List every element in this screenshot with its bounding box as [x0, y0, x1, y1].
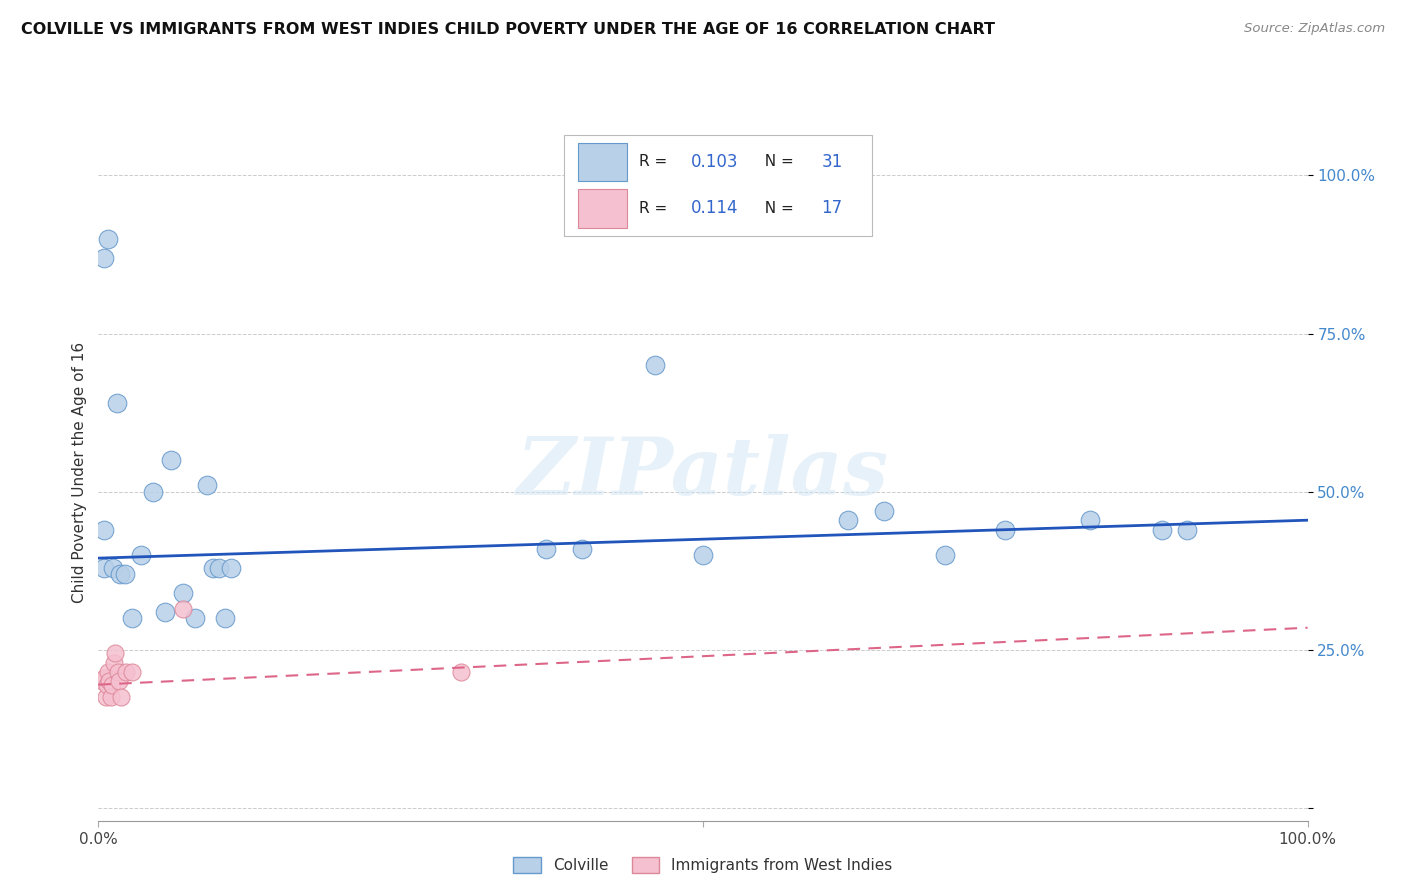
- Point: [692, 548, 714, 562]
- Point: [101, 560, 124, 574]
- FancyBboxPatch shape: [578, 189, 627, 227]
- Point: [97, 665, 120, 679]
- Point: [202, 560, 225, 574]
- Point: [94, 690, 117, 705]
- Point: [129, 548, 152, 562]
- Point: [108, 566, 131, 581]
- Point: [172, 601, 194, 615]
- Point: [108, 674, 131, 689]
- Point: [142, 484, 165, 499]
- Point: [96, 678, 118, 692]
- Point: [104, 646, 127, 660]
- Point: [873, 504, 896, 518]
- Point: [114, 566, 136, 581]
- Point: [214, 611, 236, 625]
- Point: [994, 523, 1017, 537]
- Point: [98, 674, 121, 689]
- Point: [107, 665, 129, 679]
- Point: [91, 674, 114, 689]
- Point: [103, 656, 125, 670]
- Point: [195, 478, 218, 492]
- Text: 31: 31: [821, 153, 842, 170]
- Point: [105, 396, 128, 410]
- Point: [208, 560, 231, 574]
- Point: [221, 560, 243, 574]
- Point: [97, 232, 120, 246]
- Point: [93, 251, 115, 265]
- Point: [93, 671, 115, 685]
- Text: R =: R =: [638, 154, 672, 169]
- Point: [93, 523, 115, 537]
- Text: N =: N =: [755, 201, 799, 216]
- Text: Source: ZipAtlas.com: Source: ZipAtlas.com: [1244, 22, 1385, 36]
- Point: [534, 541, 557, 556]
- Point: [1152, 523, 1174, 537]
- Point: [450, 665, 472, 679]
- Text: ZIPatlas: ZIPatlas: [517, 434, 889, 511]
- Point: [93, 560, 115, 574]
- Point: [100, 678, 122, 692]
- Point: [100, 690, 122, 705]
- Point: [110, 690, 132, 705]
- Point: [934, 548, 956, 562]
- Point: [644, 358, 666, 372]
- Point: [153, 605, 176, 619]
- Text: 17: 17: [821, 200, 842, 218]
- Point: [184, 611, 207, 625]
- Text: R =: R =: [638, 201, 672, 216]
- Text: COLVILLE VS IMMIGRANTS FROM WEST INDIES CHILD POVERTY UNDER THE AGE OF 16 CORREL: COLVILLE VS IMMIGRANTS FROM WEST INDIES …: [21, 22, 995, 37]
- Point: [837, 513, 859, 527]
- Point: [1175, 523, 1198, 537]
- FancyBboxPatch shape: [578, 143, 627, 181]
- FancyBboxPatch shape: [564, 136, 872, 236]
- Point: [121, 665, 143, 679]
- Text: N =: N =: [755, 154, 799, 169]
- Text: 0.114: 0.114: [690, 200, 738, 218]
- Point: [1078, 513, 1101, 527]
- Text: 0.103: 0.103: [690, 153, 738, 170]
- Point: [115, 665, 138, 679]
- Point: [571, 541, 593, 556]
- Y-axis label: Child Poverty Under the Age of 16: Child Poverty Under the Age of 16: [72, 343, 87, 603]
- Point: [172, 586, 194, 600]
- Point: [121, 611, 143, 625]
- Legend: Colville, Immigrants from West Indies: Colville, Immigrants from West Indies: [508, 851, 898, 880]
- Point: [160, 453, 183, 467]
